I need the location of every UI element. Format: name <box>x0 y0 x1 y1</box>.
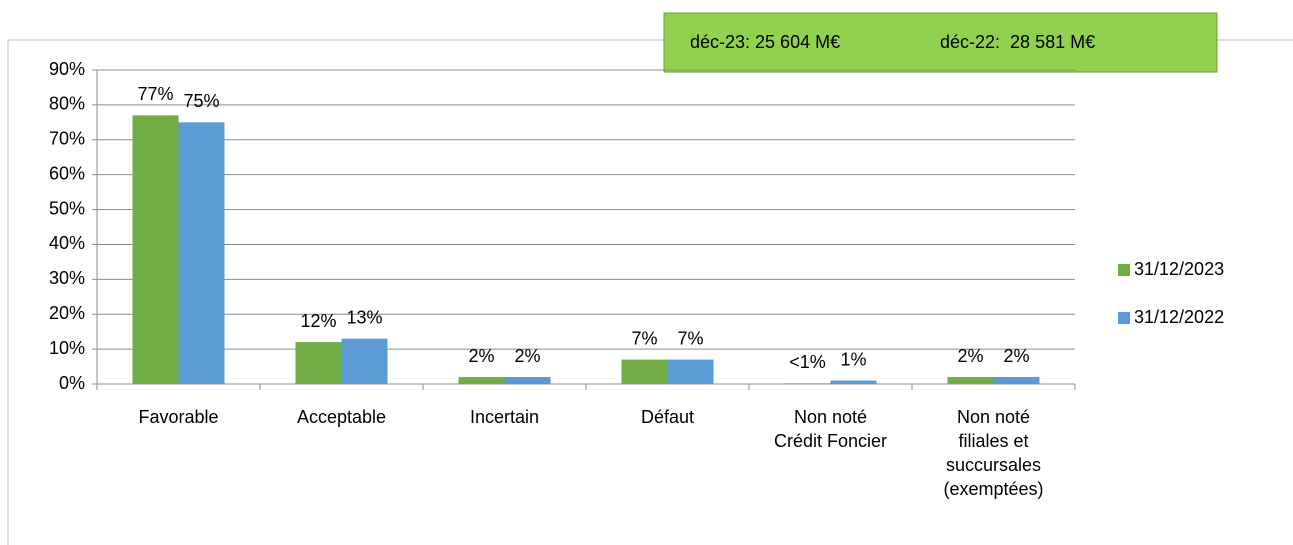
legend-swatch <box>1118 264 1130 276</box>
bar <box>667 359 714 384</box>
bar <box>295 342 342 384</box>
legend-label: 31/12/2022 <box>1134 307 1224 327</box>
data-label: 12% <box>300 311 336 331</box>
bar <box>178 122 225 384</box>
bar <box>458 377 505 384</box>
annotation: déc-23: 25 604 M€ <box>690 32 840 52</box>
y-tick-label: 70% <box>49 129 85 149</box>
bar <box>947 377 994 384</box>
x-tick-label: Incertain <box>470 407 539 427</box>
legend-swatch <box>1118 312 1130 324</box>
y-tick-label: 40% <box>49 233 85 253</box>
x-tick-label: Non noté filiales et succursales (exemptées… <box>943 407 1043 499</box>
bar <box>830 380 877 384</box>
x-tick-label: Non noté Crédit Foncier <box>774 407 887 451</box>
bar <box>621 359 668 384</box>
y-tick-label: 60% <box>49 163 85 183</box>
annotation: déc-22: 28 581 M€ <box>940 32 1095 52</box>
data-label: 7% <box>631 328 657 348</box>
legend-label: 31/12/2023 <box>1134 259 1224 279</box>
y-tick-label: 20% <box>49 303 85 323</box>
y-tick-label: 30% <box>49 268 85 288</box>
y-tick-label: 50% <box>49 198 85 218</box>
y-tick-label: 10% <box>49 338 85 358</box>
y-tick-label: 90% <box>49 59 85 79</box>
data-label: 2% <box>957 346 983 366</box>
data-label: 75% <box>183 91 219 111</box>
data-label: <1% <box>789 352 826 372</box>
annotation-box <box>663 12 1218 73</box>
y-tick-label: 0% <box>59 373 85 393</box>
data-label: 2% <box>514 346 540 366</box>
data-label: 1% <box>840 349 866 369</box>
x-tick-label: Acceptable <box>297 407 386 427</box>
data-label: 2% <box>1003 346 1029 366</box>
data-label: 2% <box>468 346 494 366</box>
bar <box>132 115 179 384</box>
data-label: 7% <box>677 328 703 348</box>
bar <box>504 377 551 384</box>
x-tick-label: Favorable <box>138 407 218 427</box>
x-tick-label: Défaut <box>641 407 694 427</box>
data-label: 13% <box>346 307 382 327</box>
bar <box>341 338 388 384</box>
data-label: 77% <box>137 84 173 104</box>
y-tick-label: 80% <box>49 94 85 114</box>
bar <box>993 377 1040 384</box>
